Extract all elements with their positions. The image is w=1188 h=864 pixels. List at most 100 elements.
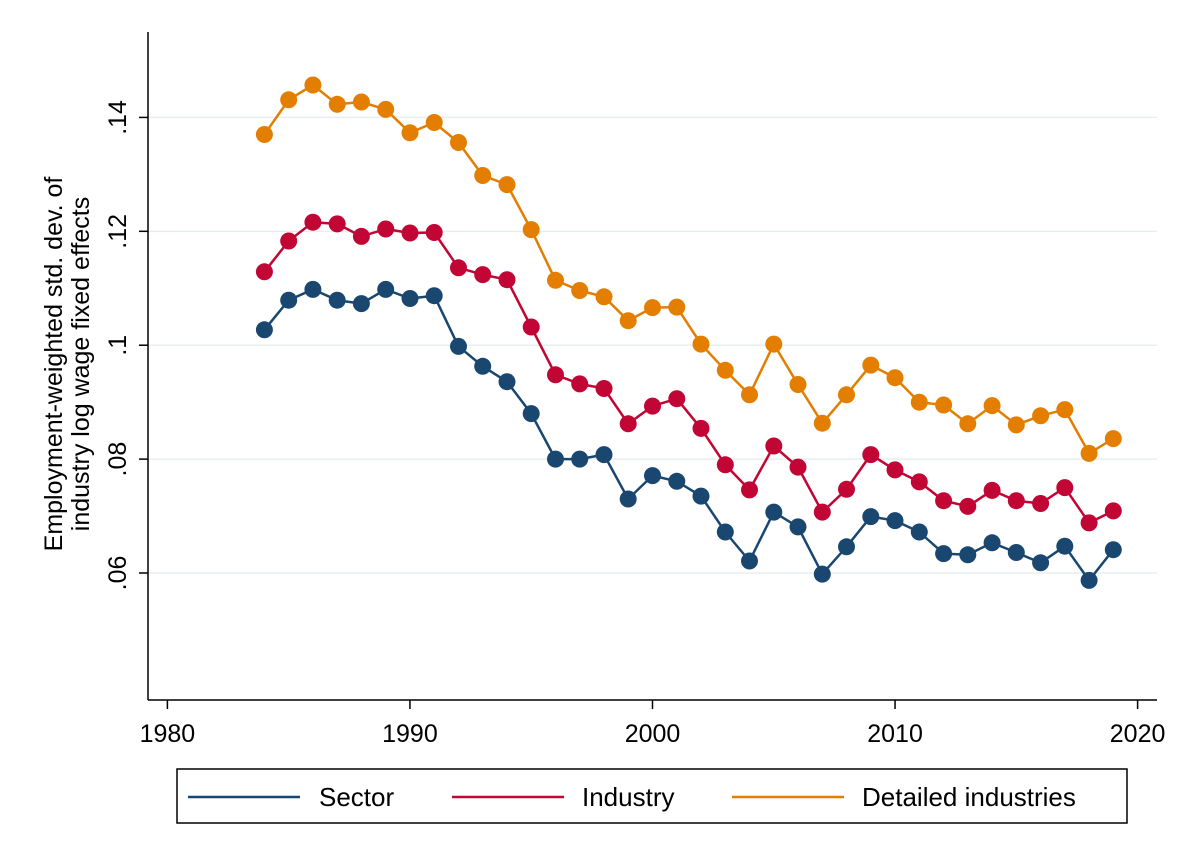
data-point-detailed-industries <box>765 335 783 353</box>
data-point-detailed-industries <box>619 312 637 330</box>
data-point-detailed-industries <box>352 93 370 111</box>
legend-label-industry: Industry <box>582 782 675 812</box>
data-point-sector <box>571 450 589 468</box>
data-point-industry <box>571 375 589 393</box>
legend-box <box>176 768 1128 824</box>
data-point-industry <box>377 220 395 238</box>
data-point-detailed-industries <box>910 393 928 411</box>
data-point-detailed-industries <box>862 356 880 374</box>
y-axis-ticks: .06 .08 .1 .12 .14 <box>104 100 148 590</box>
data-point-detailed-industries <box>328 95 346 113</box>
data-point-industry <box>644 397 661 415</box>
data-point-detailed-industries <box>1104 430 1122 448</box>
data-point-industry <box>959 497 977 515</box>
series-layer <box>255 76 1122 589</box>
x-tick-label: 1980 <box>140 720 196 748</box>
data-point-industry <box>765 437 783 455</box>
data-point-detailed-industries <box>304 76 322 94</box>
data-point-industry <box>522 318 540 336</box>
data-point-industry <box>862 446 880 464</box>
data-point-sector <box>765 503 783 521</box>
data-point-detailed-industries <box>886 369 904 387</box>
data-point-detailed-industries <box>255 126 273 143</box>
data-point-sector <box>983 534 1001 552</box>
data-point-sector <box>498 373 516 391</box>
data-point-detailed-industries <box>474 167 492 184</box>
data-point-industry <box>280 232 298 250</box>
data-point-sector <box>377 280 395 298</box>
data-point-industry <box>1080 514 1098 532</box>
data-point-detailed-industries <box>692 335 710 353</box>
data-point-sector <box>935 545 953 563</box>
data-point-detailed-industries <box>838 386 855 404</box>
x-tick-label: 1990 <box>382 720 438 748</box>
data-point-detailed-industries <box>1032 407 1050 425</box>
data-point-industry <box>910 473 928 491</box>
y-axis-title-line-1: Employment-weighted std. dev. of <box>40 177 68 552</box>
y-tick-label: .06 <box>104 556 132 591</box>
data-point-sector <box>862 508 880 526</box>
data-point-industry <box>716 456 734 474</box>
data-point-detailed-industries <box>668 298 686 316</box>
data-point-industry <box>886 461 904 479</box>
data-point-detailed-industries <box>983 397 1001 415</box>
data-point-detailed-industries <box>789 376 807 393</box>
data-point-detailed-industries <box>644 299 661 317</box>
data-point-industry <box>474 266 492 284</box>
data-point-industry <box>813 503 831 521</box>
data-point-sector <box>450 337 467 355</box>
data-point-detailed-industries <box>280 91 298 109</box>
data-point-sector <box>304 280 322 298</box>
data-point-industry <box>255 263 273 281</box>
data-point-sector <box>619 490 637 508</box>
data-point-industry <box>692 419 710 437</box>
data-point-sector <box>474 357 492 375</box>
data-point-sector <box>644 467 661 485</box>
y-axis-title-line-2: industry log wage fixed effects <box>67 197 95 531</box>
data-point-industry <box>619 415 637 433</box>
data-point-sector <box>741 552 758 570</box>
series-sector <box>255 280 1122 589</box>
data-point-sector <box>280 291 298 309</box>
data-point-industry <box>789 458 807 476</box>
data-point-sector <box>959 546 977 564</box>
data-point-industry <box>595 380 613 397</box>
legend-label-sector: Sector <box>319 782 394 812</box>
data-point-sector <box>886 512 904 530</box>
data-point-detailed-industries <box>935 396 953 414</box>
data-point-detailed-industries <box>377 100 395 118</box>
data-point-detailed-industries <box>425 114 443 131</box>
y-tick-label: .1 <box>104 335 132 356</box>
data-point-sector <box>547 450 564 468</box>
data-point-detailed-industries <box>1080 444 1098 462</box>
data-point-sector <box>401 290 419 307</box>
data-point-sector <box>255 321 273 339</box>
series-detailed-industries <box>255 76 1122 462</box>
data-point-sector <box>595 446 613 464</box>
data-point-industry <box>1104 502 1122 520</box>
data-point-sector <box>522 405 540 423</box>
data-point-detailed-industries <box>959 415 977 433</box>
data-point-sector <box>838 538 855 556</box>
data-point-detailed-industries <box>595 288 613 306</box>
data-point-sector <box>813 565 831 583</box>
data-point-detailed-industries <box>1007 416 1025 434</box>
data-point-industry <box>1007 492 1025 510</box>
y-tick-label: .14 <box>104 100 132 135</box>
series-industry <box>255 213 1122 532</box>
data-point-industry <box>304 213 322 231</box>
data-point-industry <box>328 215 346 233</box>
data-point-sector <box>1056 537 1074 555</box>
data-point-industry <box>1056 479 1074 497</box>
data-point-detailed-industries <box>547 271 564 289</box>
x-axis-ticks: 1980 1990 2000 2010 2020 <box>140 700 1165 748</box>
y-tick-label: .12 <box>104 214 132 249</box>
grid-lines <box>148 116 1157 574</box>
data-point-sector <box>425 287 443 305</box>
legend: Sector Industry Detailed industries <box>176 768 1128 824</box>
data-point-industry <box>547 366 564 384</box>
data-point-industry <box>498 271 516 289</box>
y-tick-label: .08 <box>104 442 132 477</box>
